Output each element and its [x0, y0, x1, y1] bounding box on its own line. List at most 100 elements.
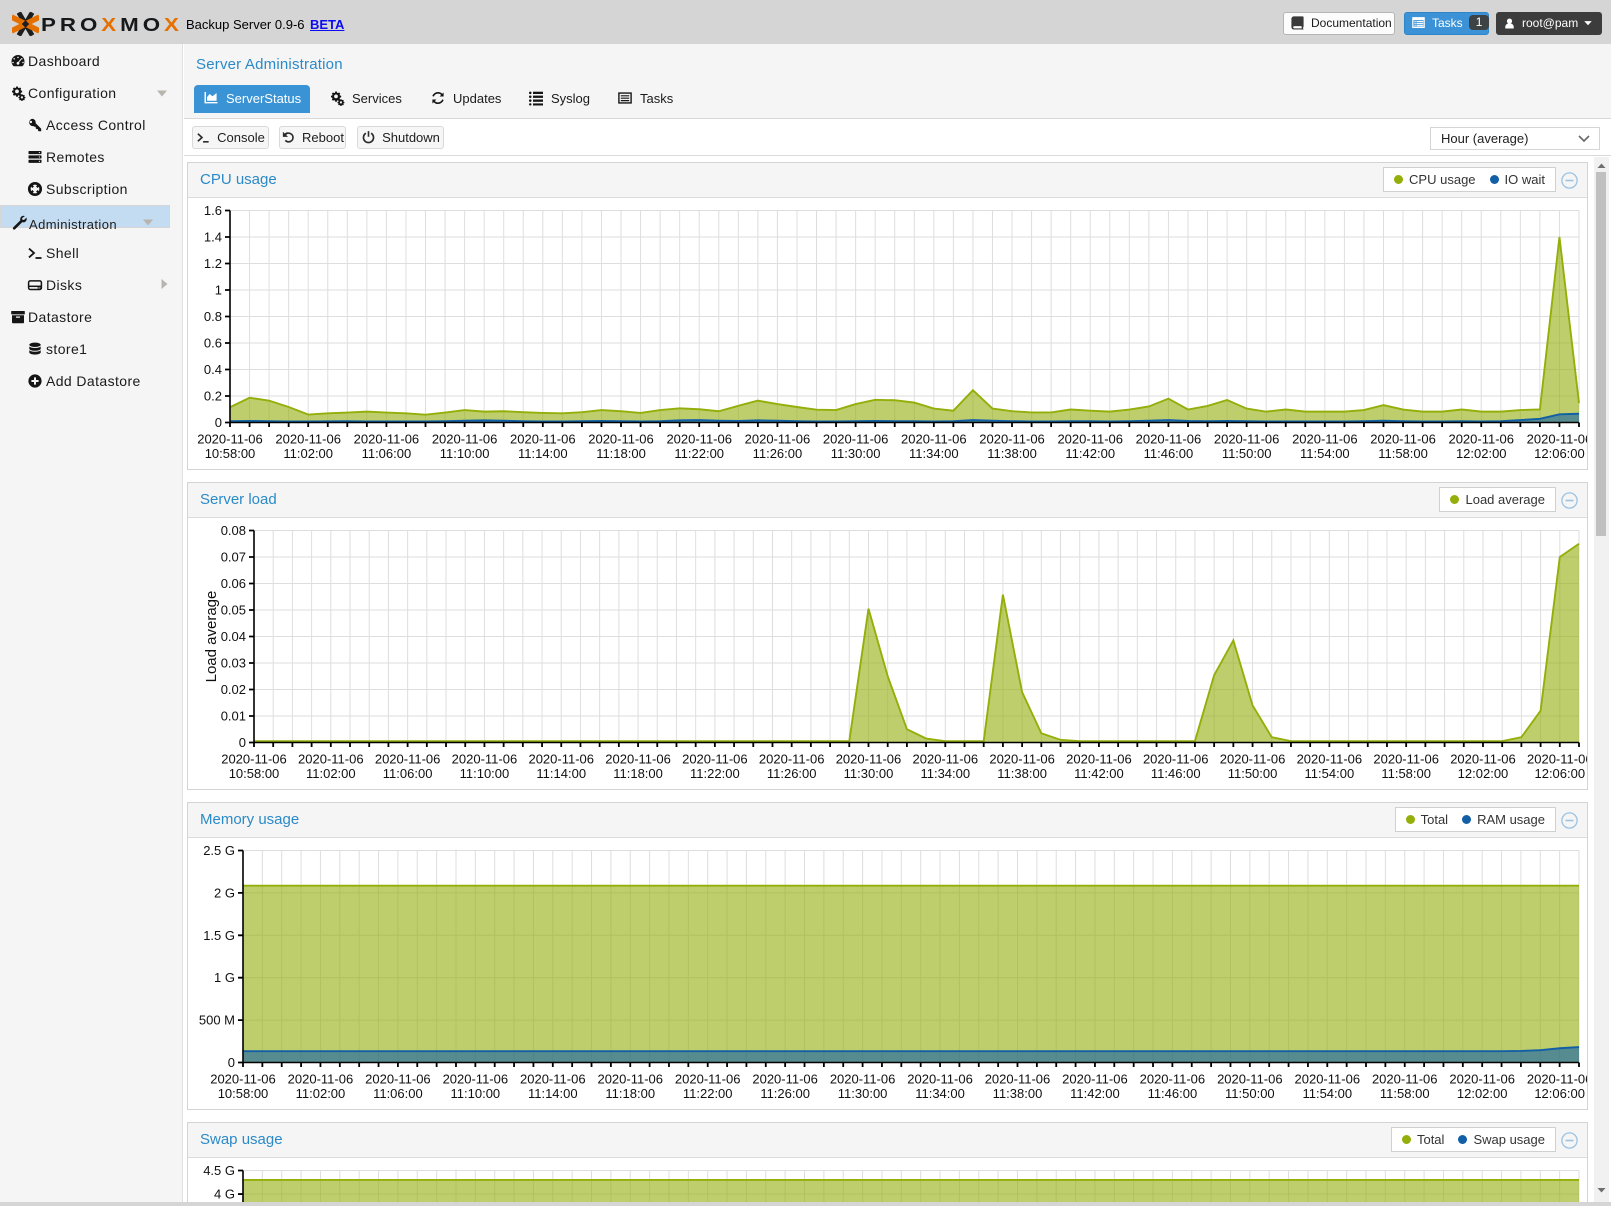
svg-text:11:58:00: 11:58:00: [1378, 446, 1428, 461]
svg-text:11:02:00: 11:02:00: [296, 1086, 346, 1101]
svg-text:2020-11-06: 2020-11-06: [1217, 1072, 1283, 1087]
svg-text:11:58:00: 11:58:00: [1380, 1086, 1430, 1101]
svg-text:2020-11-06: 2020-11-06: [365, 1072, 431, 1087]
svg-text:12:02:00: 12:02:00: [1457, 1086, 1508, 1101]
svg-text:11:14:00: 11:14:00: [518, 446, 568, 461]
svg-text:0.06: 0.06: [221, 576, 246, 591]
svg-text:12:06:00: 12:06:00: [1534, 1086, 1585, 1101]
svg-text:11:54:00: 11:54:00: [1300, 446, 1350, 461]
svg-text:11:02:00: 11:02:00: [306, 766, 356, 781]
svg-text:1.6: 1.6: [204, 203, 222, 218]
svg-text:2020-11-06: 2020-11-06: [682, 752, 748, 767]
svg-text:11:26:00: 11:26:00: [767, 766, 817, 781]
svg-text:11:22:00: 11:22:00: [674, 446, 724, 461]
svg-text:10:58:00: 10:58:00: [218, 1086, 269, 1101]
svg-text:2020-11-06: 2020-11-06: [1295, 1072, 1361, 1087]
svg-text:2020-11-06: 2020-11-06: [354, 432, 420, 447]
svg-text:2020-11-06: 2020-11-06: [830, 1072, 896, 1087]
svg-text:11:06:00: 11:06:00: [373, 1086, 423, 1101]
svg-text:12:02:00: 12:02:00: [1456, 446, 1507, 461]
svg-text:11:38:00: 11:38:00: [993, 1086, 1043, 1101]
svg-text:2020-11-06: 2020-11-06: [1292, 432, 1358, 447]
svg-text:11:50:00: 11:50:00: [1222, 446, 1272, 461]
svg-text:2020-11-06: 2020-11-06: [1143, 752, 1209, 767]
svg-text:2020-11-06: 2020-11-06: [913, 752, 979, 767]
svg-text:0.2: 0.2: [204, 389, 222, 404]
svg-text:2020-11-06: 2020-11-06: [275, 432, 341, 447]
svg-text:11:06:00: 11:06:00: [362, 446, 412, 461]
svg-text:11:18:00: 11:18:00: [613, 766, 663, 781]
svg-text:2.5 G: 2.5 G: [203, 843, 235, 858]
svg-text:2020-11-06: 2020-11-06: [375, 752, 441, 767]
svg-text:0.08: 0.08: [221, 523, 246, 538]
svg-text:11:18:00: 11:18:00: [605, 1086, 655, 1101]
svg-text:2020-11-06: 2020-11-06: [1062, 1072, 1128, 1087]
svg-text:2020-11-06: 2020-11-06: [745, 432, 811, 447]
svg-text:2020-11-06: 2020-11-06: [1527, 1072, 1587, 1087]
svg-text:11:30:00: 11:30:00: [831, 446, 881, 461]
svg-text:11:42:00: 11:42:00: [1070, 1086, 1120, 1101]
svg-text:0.07: 0.07: [221, 550, 246, 565]
svg-text:11:50:00: 11:50:00: [1228, 766, 1278, 781]
svg-text:0.05: 0.05: [221, 603, 246, 618]
svg-text:0.8: 0.8: [204, 309, 222, 324]
svg-text:11:46:00: 11:46:00: [1148, 1086, 1198, 1101]
svg-text:11:42:00: 11:42:00: [1065, 446, 1115, 461]
svg-text:2020-11-06: 2020-11-06: [1448, 432, 1514, 447]
svg-text:1.4: 1.4: [204, 230, 222, 245]
svg-text:2020-11-06: 2020-11-06: [752, 1072, 818, 1087]
svg-text:0: 0: [239, 735, 246, 750]
svg-text:11:02:00: 11:02:00: [283, 446, 333, 461]
svg-text:2 G: 2 G: [214, 885, 235, 900]
svg-text:2020-11-06: 2020-11-06: [1136, 432, 1202, 447]
svg-text:2020-11-06: 2020-11-06: [197, 432, 263, 447]
svg-text:11:14:00: 11:14:00: [528, 1086, 578, 1101]
svg-text:500 M: 500 M: [199, 1013, 235, 1028]
svg-text:2020-11-06: 2020-11-06: [528, 752, 594, 767]
svg-text:4 G: 4 G: [214, 1187, 235, 1202]
svg-text:2020-11-06: 2020-11-06: [1057, 432, 1123, 447]
svg-text:2020-11-06: 2020-11-06: [1220, 752, 1286, 767]
svg-text:10:58:00: 10:58:00: [205, 446, 256, 461]
svg-text:2020-11-06: 2020-11-06: [1214, 432, 1280, 447]
svg-text:2020-11-06: 2020-11-06: [1450, 752, 1516, 767]
svg-text:2020-11-06: 2020-11-06: [1370, 432, 1436, 447]
svg-text:11:42:00: 11:42:00: [1074, 766, 1124, 781]
svg-text:11:22:00: 11:22:00: [683, 1086, 733, 1101]
svg-text:2020-11-06: 2020-11-06: [985, 1072, 1051, 1087]
svg-text:0: 0: [215, 415, 222, 430]
svg-text:2020-11-06: 2020-11-06: [432, 432, 498, 447]
svg-text:11:50:00: 11:50:00: [1225, 1086, 1275, 1101]
svg-text:10:58:00: 10:58:00: [229, 766, 280, 781]
svg-text:11:10:00: 11:10:00: [440, 446, 490, 461]
svg-text:11:26:00: 11:26:00: [753, 446, 803, 461]
svg-text:11:06:00: 11:06:00: [383, 766, 433, 781]
svg-text:11:14:00: 11:14:00: [536, 766, 586, 781]
svg-text:2020-11-06: 2020-11-06: [979, 432, 1045, 447]
svg-text:11:54:00: 11:54:00: [1305, 766, 1355, 781]
svg-text:2020-11-06: 2020-11-06: [989, 752, 1055, 767]
svg-text:2020-11-06: 2020-11-06: [443, 1072, 509, 1087]
svg-text:2020-11-06: 2020-11-06: [605, 752, 671, 767]
svg-text:2020-11-06: 2020-11-06: [1527, 432, 1587, 447]
svg-text:2020-11-06: 2020-11-06: [1373, 752, 1439, 767]
svg-text:1: 1: [215, 283, 222, 298]
svg-text:2020-11-06: 2020-11-06: [298, 752, 364, 767]
svg-text:0.01: 0.01: [221, 709, 246, 724]
svg-text:2020-11-06: 2020-11-06: [1527, 752, 1587, 767]
svg-text:0.04: 0.04: [221, 629, 246, 644]
svg-text:2020-11-06: 2020-11-06: [520, 1072, 586, 1087]
svg-text:11:46:00: 11:46:00: [1144, 446, 1194, 461]
svg-text:2020-11-06: 2020-11-06: [288, 1072, 354, 1087]
svg-text:4.5 G: 4.5 G: [203, 1163, 235, 1178]
svg-text:Load average: Load average: [203, 591, 220, 683]
svg-text:11:22:00: 11:22:00: [690, 766, 740, 781]
svg-text:11:10:00: 11:10:00: [460, 766, 510, 781]
svg-text:11:54:00: 11:54:00: [1302, 1086, 1352, 1101]
svg-text:11:34:00: 11:34:00: [920, 766, 970, 781]
svg-text:1.2: 1.2: [204, 256, 222, 271]
svg-text:11:38:00: 11:38:00: [997, 766, 1047, 781]
svg-text:11:26:00: 11:26:00: [760, 1086, 810, 1101]
svg-text:2020-11-06: 2020-11-06: [510, 432, 576, 447]
svg-text:0: 0: [228, 1055, 235, 1070]
